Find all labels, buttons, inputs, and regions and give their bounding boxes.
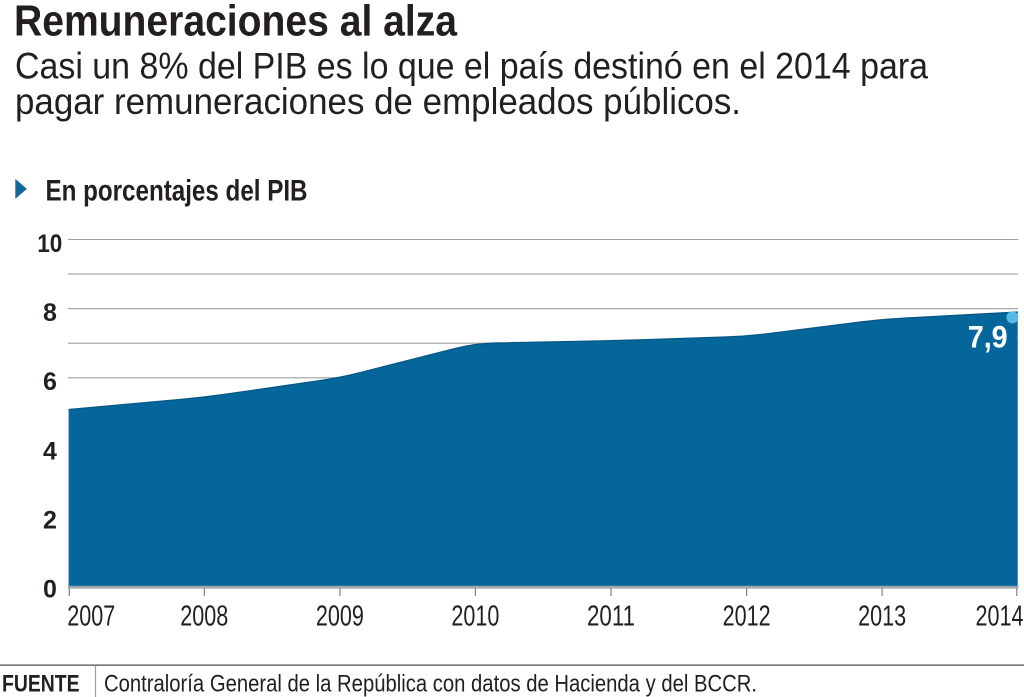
svg-text:pagar remuneraciones de emplea: pagar remuneraciones de empleados públic… [15,81,741,122]
svg-text:6: 6 [43,368,57,396]
svg-text:2: 2 [43,507,57,535]
svg-text:Contraloría General de la Repú: Contraloría General de la República con … [104,670,757,697]
svg-text:Casi un 8% del PIB es lo que e: Casi un 8% del PIB es lo que el país des… [15,45,928,86]
svg-text:8: 8 [43,299,57,327]
svg-text:2009: 2009 [316,601,364,633]
svg-text:2007: 2007 [67,601,115,633]
svg-text:4: 4 [43,437,57,465]
svg-text:7,9: 7,9 [968,319,1008,355]
svg-text:En porcentajes del PIB: En porcentajes del PIB [46,175,308,208]
svg-text:FUENTE: FUENTE [2,670,80,697]
svg-text:2011: 2011 [587,601,635,633]
svg-text:0: 0 [43,576,57,604]
svg-text:10: 10 [37,230,62,258]
svg-text:2013: 2013 [858,601,906,633]
svg-text:2010: 2010 [451,601,499,633]
svg-text:Remuneraciones al alza: Remuneraciones al alza [14,0,457,46]
svg-text:2008: 2008 [180,601,228,633]
svg-text:2012: 2012 [723,601,771,633]
svg-text:2014: 2014 [976,601,1024,633]
